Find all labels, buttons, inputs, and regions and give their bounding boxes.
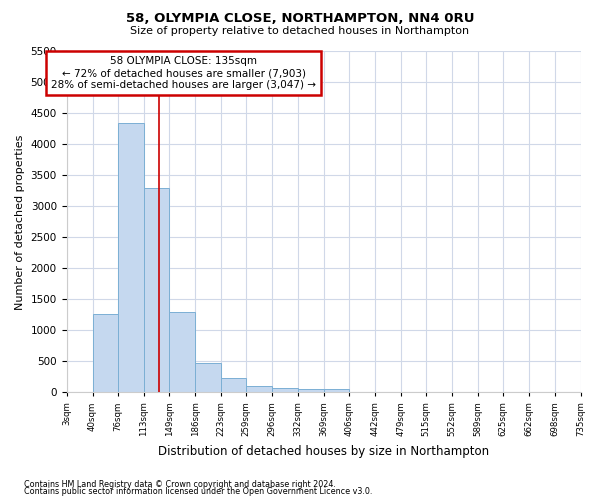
Bar: [246, 386, 272, 392]
Bar: [298, 389, 323, 392]
Bar: [221, 378, 246, 392]
Y-axis label: Number of detached properties: Number of detached properties: [15, 134, 25, 310]
X-axis label: Distribution of detached houses by size in Northampton: Distribution of detached houses by size …: [158, 444, 489, 458]
Bar: [169, 312, 195, 392]
Text: 58, OLYMPIA CLOSE, NORTHAMPTON, NN4 0RU: 58, OLYMPIA CLOSE, NORTHAMPTON, NN4 0RU: [126, 12, 474, 24]
Bar: [323, 389, 349, 392]
Bar: [195, 362, 221, 392]
Text: Size of property relative to detached houses in Northampton: Size of property relative to detached ho…: [130, 26, 470, 36]
Text: Contains public sector information licensed under the Open Government Licence v3: Contains public sector information licen…: [24, 488, 373, 496]
Bar: [144, 188, 169, 392]
Bar: [272, 388, 298, 392]
Text: Contains HM Land Registry data © Crown copyright and database right 2024.: Contains HM Land Registry data © Crown c…: [24, 480, 336, 489]
Bar: [92, 314, 118, 392]
Text: 58 OLYMPIA CLOSE: 135sqm
← 72% of detached houses are smaller (7,903)
28% of sem: 58 OLYMPIA CLOSE: 135sqm ← 72% of detach…: [51, 56, 316, 90]
Bar: [118, 124, 144, 392]
